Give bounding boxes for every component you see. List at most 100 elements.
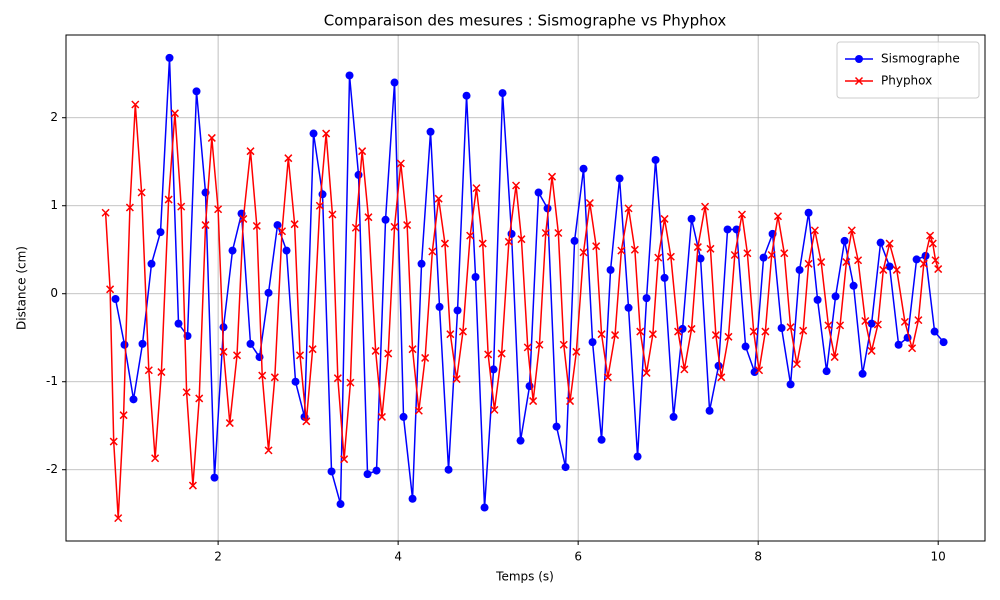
- point: [849, 281, 858, 290]
- point: [706, 244, 715, 253]
- point: [246, 147, 255, 156]
- point: [572, 347, 581, 356]
- point: [264, 288, 273, 297]
- point: [273, 221, 282, 230]
- point: [693, 243, 702, 252]
- point: [471, 273, 480, 281]
- point: [543, 204, 552, 213]
- point: [219, 347, 228, 356]
- point: [687, 214, 696, 223]
- point: [512, 181, 521, 190]
- point: [498, 89, 507, 98]
- y-tick-label: 0: [50, 286, 58, 300]
- point: [462, 91, 471, 100]
- point: [830, 353, 839, 362]
- point: [129, 395, 138, 404]
- point: [654, 253, 663, 262]
- y-tick-label: 2: [50, 110, 58, 124]
- point: [327, 467, 336, 476]
- point: [282, 246, 291, 255]
- point: [444, 465, 453, 474]
- y-tick-label: -1: [46, 374, 58, 388]
- point: [435, 302, 444, 311]
- point: [111, 295, 120, 303]
- point: [472, 184, 481, 193]
- point: [717, 373, 726, 382]
- point: [767, 250, 776, 260]
- point: [114, 514, 123, 523]
- point: [452, 375, 461, 384]
- point: [847, 226, 856, 235]
- point: [414, 406, 423, 415]
- point: [258, 371, 267, 380]
- point: [428, 247, 437, 256]
- legend-marker: [854, 76, 864, 86]
- point: [606, 265, 615, 274]
- point: [842, 258, 851, 267]
- point: [561, 463, 570, 472]
- chart-title: Comparaison des mesures : Sismographe vs…: [324, 12, 727, 30]
- point: [603, 373, 612, 382]
- point: [724, 332, 733, 341]
- point: [232, 351, 242, 360]
- point: [384, 349, 393, 358]
- point: [165, 53, 174, 62]
- point: [705, 406, 714, 415]
- point: [570, 236, 579, 245]
- point: [934, 265, 943, 274]
- plot-frame: [65, 34, 986, 542]
- point: [480, 503, 489, 512]
- x-axis-label: Temps (s): [495, 570, 554, 584]
- point: [277, 227, 287, 236]
- point: [867, 319, 876, 328]
- point: [741, 342, 750, 351]
- point: [723, 225, 732, 234]
- point: [340, 455, 349, 464]
- point: [177, 202, 186, 211]
- point: [381, 215, 390, 224]
- point: [516, 436, 525, 445]
- point: [219, 323, 228, 332]
- point: [290, 220, 299, 229]
- point: [674, 327, 683, 336]
- point: [630, 245, 639, 254]
- point: [144, 366, 153, 375]
- point: [908, 344, 917, 353]
- point: [534, 188, 543, 197]
- point: [396, 159, 405, 168]
- point: [497, 349, 506, 358]
- point: [174, 319, 183, 328]
- point: [270, 373, 279, 382]
- point: [822, 367, 831, 376]
- point: [928, 239, 937, 248]
- point: [579, 248, 588, 257]
- point: [750, 368, 759, 377]
- y-tick-label: 1: [50, 198, 58, 212]
- x-tick-label: 10: [931, 550, 946, 564]
- point: [188, 481, 197, 490]
- point: [440, 239, 449, 248]
- point: [264, 446, 273, 455]
- point: [873, 320, 882, 329]
- point: [761, 327, 770, 336]
- point: [345, 71, 354, 80]
- point: [795, 265, 804, 274]
- point: [239, 214, 248, 223]
- point: [541, 228, 550, 238]
- point: [106, 285, 115, 294]
- point: [678, 324, 687, 333]
- point: [318, 190, 327, 199]
- point: [617, 246, 626, 255]
- point: [666, 252, 675, 261]
- point: [207, 133, 216, 142]
- point: [333, 374, 342, 383]
- point: [328, 210, 337, 219]
- point: [566, 397, 575, 406]
- point: [434, 194, 443, 203]
- point: [831, 292, 840, 301]
- point: [351, 223, 360, 232]
- point: [813, 295, 822, 304]
- point: [453, 306, 462, 315]
- point: [309, 129, 318, 138]
- point: [633, 452, 642, 461]
